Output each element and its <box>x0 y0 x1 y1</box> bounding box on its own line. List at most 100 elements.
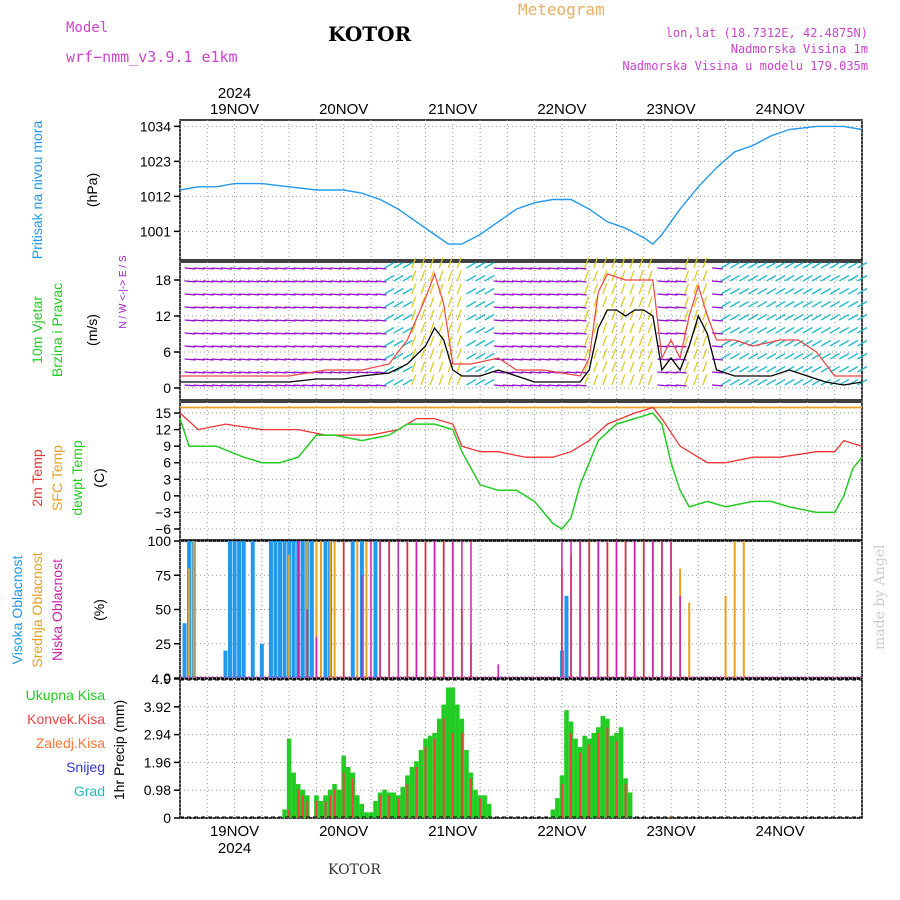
wind-arrow <box>320 306 332 309</box>
wind-arrow <box>675 306 687 309</box>
wind-arrow <box>657 306 669 309</box>
wind-arrow <box>629 257 635 269</box>
pressure-ytick-label: 1001 <box>140 223 171 239</box>
cloud-bar-niska <box>661 541 663 678</box>
wind-arrow <box>793 287 804 295</box>
cloud-bar-niska <box>652 541 654 678</box>
wind-arrow <box>638 309 644 321</box>
wind-arrow <box>784 326 795 334</box>
wind-arrow <box>402 313 413 321</box>
wind-arrow <box>602 361 608 373</box>
wind-arrow <box>602 296 608 308</box>
wind-arrow <box>284 384 296 387</box>
wind-arrow <box>393 352 404 360</box>
wind-arrow <box>420 335 426 347</box>
wind-arrow <box>802 326 813 334</box>
precip-bar-convective <box>588 744 591 818</box>
wind-arrow <box>484 378 495 386</box>
wind-arrow <box>557 345 569 348</box>
cloud-bar-srednja <box>333 541 336 678</box>
wind-arrow <box>638 361 644 373</box>
wind-arrow <box>202 345 214 348</box>
wind-arrow <box>820 339 831 347</box>
wind-arrow <box>784 300 795 308</box>
wind-arrow <box>229 280 242 283</box>
wind-speed-line <box>180 309 863 386</box>
wind-arrow <box>584 348 590 360</box>
wind-arrow <box>220 332 232 335</box>
wind-arrow <box>748 378 759 386</box>
wind-arrow <box>438 257 444 269</box>
wind-arrow <box>320 332 332 335</box>
wind-arrow <box>293 371 305 374</box>
wind-arrow <box>311 319 323 322</box>
wind-arrow <box>693 270 699 282</box>
wind-arrow <box>775 339 786 347</box>
precip-bar-convective <box>297 789 300 818</box>
wind-arrow <box>402 326 413 334</box>
wind-arrow <box>647 361 653 373</box>
wind-arrow <box>493 306 505 309</box>
wind-arrow <box>493 319 505 322</box>
wind-arrow <box>757 300 768 308</box>
wind-arrow <box>720 339 731 347</box>
precip-bar-total <box>573 738 578 818</box>
wind-arrow <box>502 332 514 335</box>
wind-arrow <box>239 384 251 387</box>
wind-arrow <box>484 339 495 347</box>
wind-arrow <box>211 306 223 309</box>
wind-arrow <box>220 319 232 322</box>
wind-arrow <box>793 352 804 360</box>
cloud-bar-visoka <box>300 541 305 678</box>
cloud-bar-niska <box>452 541 454 678</box>
wind-unit: (m/s) <box>84 314 100 346</box>
wind-arrow <box>793 339 804 347</box>
precip-bar-total <box>455 704 460 818</box>
wind-arrow <box>702 361 708 373</box>
wind-arrow <box>357 306 369 309</box>
wind-arrow <box>266 319 278 322</box>
wind-arrow <box>566 280 578 283</box>
page-title: KOTOR <box>328 22 412 46</box>
wind-arrow <box>411 335 417 347</box>
precip-bar-total <box>555 798 560 818</box>
wind-arrow <box>456 309 462 321</box>
precip-bar-total <box>445 687 451 818</box>
wind-arrow <box>411 296 417 308</box>
wind-arrow <box>302 358 314 361</box>
wind-arrow <box>193 332 205 335</box>
wind-arrow <box>766 274 777 282</box>
wind-arrow <box>757 378 768 386</box>
wind-arrow <box>475 365 486 373</box>
cloud-bar-niska <box>342 541 345 678</box>
wind-arrow <box>520 371 533 374</box>
wind-arrow <box>602 374 608 386</box>
wind-arrow <box>575 306 587 309</box>
precip-bar-total <box>409 766 415 818</box>
wind-arrow <box>848 300 859 308</box>
wind-arrow <box>275 267 287 270</box>
wind-arrow <box>530 306 542 309</box>
wind-arrow <box>411 270 417 282</box>
wind-arrow <box>811 313 822 321</box>
wind-arrow <box>311 280 323 283</box>
wind-arrow <box>838 339 850 347</box>
temperature-ytick-label: 12 <box>155 422 171 438</box>
wind-compass: N / W <-|-> E / S <box>118 255 129 328</box>
precip-bar-total <box>318 800 324 818</box>
cloud-ytick-label: 50 <box>155 602 171 618</box>
wind-arrow <box>675 319 687 322</box>
wind-arrow <box>511 280 523 283</box>
wind-arrow <box>502 293 514 296</box>
wind-arrow <box>484 287 495 295</box>
cloud-bar-visoka <box>237 541 242 678</box>
wind-arrow <box>284 280 296 283</box>
wind-arrow <box>257 319 269 322</box>
wind-arrow <box>511 371 523 374</box>
wind-arrow <box>784 261 795 269</box>
wind-arrow <box>411 374 417 386</box>
cloud-bar-visoka <box>278 541 283 678</box>
wind-arrow <box>339 267 351 270</box>
wind-arrow <box>184 345 196 348</box>
wind-arrow <box>229 306 242 309</box>
